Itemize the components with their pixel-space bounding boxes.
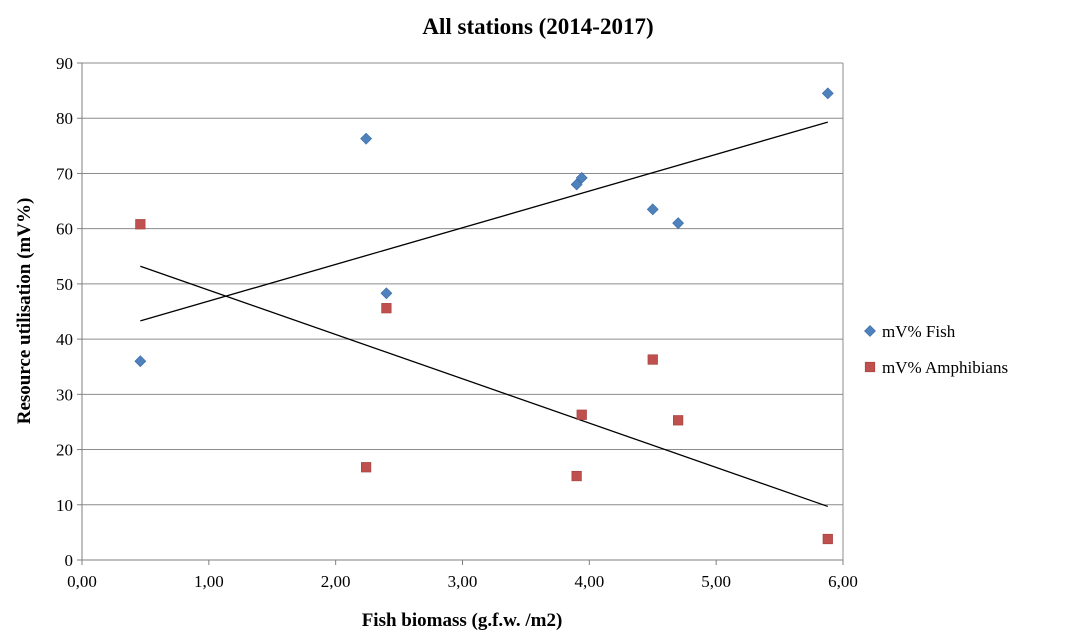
amphibian-point-6 <box>647 354 658 365</box>
fish-point-1 <box>134 355 147 368</box>
legend: mV% Fish mV% Amphibians <box>864 322 1008 377</box>
legend-label-2: mV% Amphibians <box>882 358 1008 377</box>
fish-point-2 <box>360 132 373 145</box>
y-tick-label: 10 <box>56 496 73 515</box>
y-tick-label: 30 <box>56 385 73 404</box>
amphibian-point-4 <box>571 470 582 482</box>
x-tick-label: 0,00 <box>67 572 97 591</box>
y-axis-label: Resource utilisation (mV%) <box>14 198 35 425</box>
y-tick-label: 0 <box>65 551 74 570</box>
amphibian-point-5 <box>576 409 587 420</box>
fish-point-7 <box>672 217 685 230</box>
y-tick-label: 20 <box>56 441 73 460</box>
amphibian-point-2 <box>361 462 372 473</box>
y-tick-label: 50 <box>56 275 73 294</box>
y-tick-label: 40 <box>56 330 73 349</box>
fish-point-3 <box>380 287 393 300</box>
axes <box>77 62 844 565</box>
amphibian-point-8 <box>822 533 833 545</box>
x-tick-label: 2,00 <box>321 572 351 591</box>
amphibian-point-1 <box>135 219 146 230</box>
data-points <box>134 87 834 545</box>
legend-marker-1 <box>864 325 876 337</box>
fish-point-5 <box>575 171 588 184</box>
trendline-series-1 <box>140 121 828 322</box>
x-tick-label: 5,00 <box>701 572 731 591</box>
legend-label-1: mV% Fish <box>882 322 956 341</box>
y-tick-label: 60 <box>56 220 73 239</box>
x-axis-label: Fish biomass (g.f.w. /m2) <box>362 610 563 631</box>
x-tick-label: 3,00 <box>448 572 478 591</box>
x-tick-label: 1,00 <box>194 572 224 591</box>
fish-point-4 <box>570 178 583 191</box>
tick-labels: 0 10 20 30 40 50 60 70 80 90 0,00 1,00 2,00 3,00 4,00 5… <box>56 54 858 591</box>
amphibian-point-3 <box>381 303 392 314</box>
trendline-series-2 <box>140 265 828 508</box>
y-tick-label: 90 <box>56 54 73 73</box>
grid-lines <box>82 62 843 506</box>
y-tick-label: 80 <box>56 109 73 128</box>
fish-point-6 <box>646 203 659 216</box>
fish-point-8 <box>821 87 834 100</box>
chart-title: All stations (2014-2017) <box>422 14 653 39</box>
x-tick-label: 4,00 <box>574 572 604 591</box>
x-tick-label: 6,00 <box>828 572 858 591</box>
legend-marker-2 <box>864 361 876 373</box>
trendlines <box>140 121 828 508</box>
y-tick-label: 70 <box>56 164 73 183</box>
amphibian-point-7 <box>673 415 684 426</box>
